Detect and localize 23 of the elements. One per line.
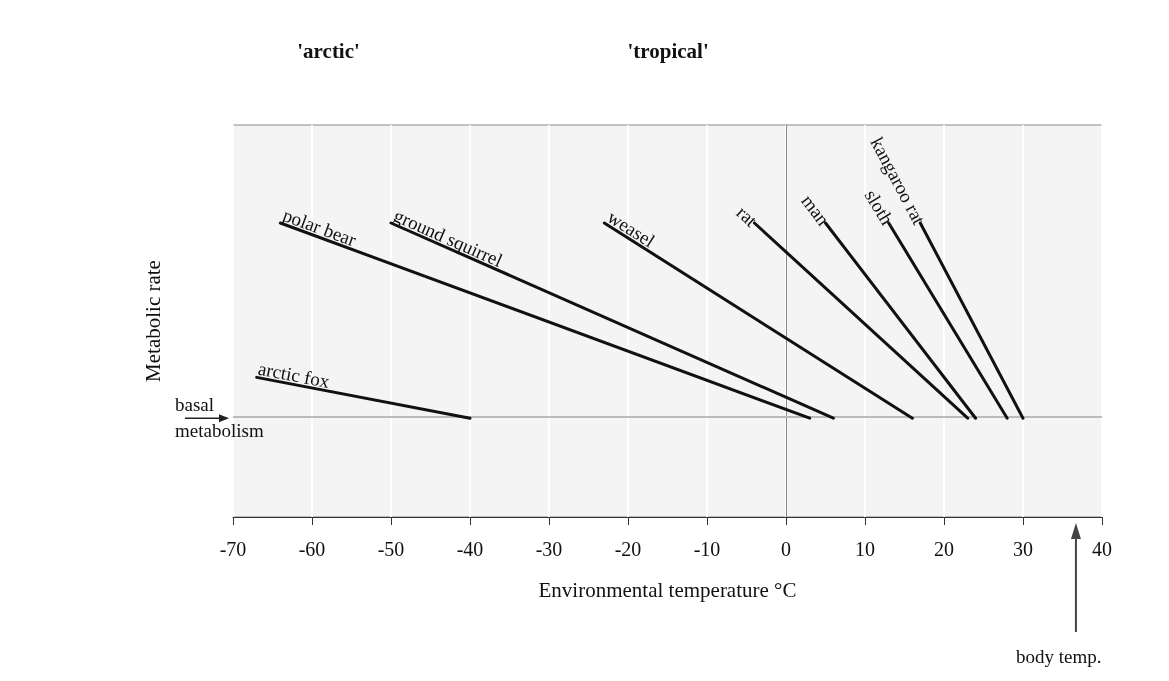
x-tick-label: 10 [855, 538, 875, 560]
text: rat [732, 201, 763, 232]
text: body temp. [1015, 646, 1102, 667]
x-tick-label: -40 [456, 538, 484, 560]
x-tick-label: -10 [693, 538, 721, 560]
x-tick-label: 30 [1013, 538, 1033, 560]
x-tick-label: -70 [219, 538, 247, 560]
x-tick-label: 20 [934, 538, 954, 560]
x-tick-label: -60 [298, 538, 326, 560]
text: polar bear [280, 204, 360, 251]
x-tick-label: 40 [1092, 538, 1112, 560]
x-tick-label: -30 [535, 538, 563, 560]
x-tick-label: -50 [377, 538, 405, 560]
x-axis-title: Environmental temperature °C [538, 577, 797, 602]
text: 'tropical' [627, 38, 709, 63]
text: ground squirrel [390, 204, 506, 272]
text: man [797, 190, 835, 230]
x-tick-label: -20 [614, 538, 642, 560]
ref-line-label: basal metabolism [175, 393, 264, 441]
y-axis-title: Metabolic rate [140, 260, 165, 382]
x-tick-label: 0 [781, 538, 791, 560]
text: arctic fox [256, 357, 332, 393]
text: 'arctic' [297, 38, 360, 63]
